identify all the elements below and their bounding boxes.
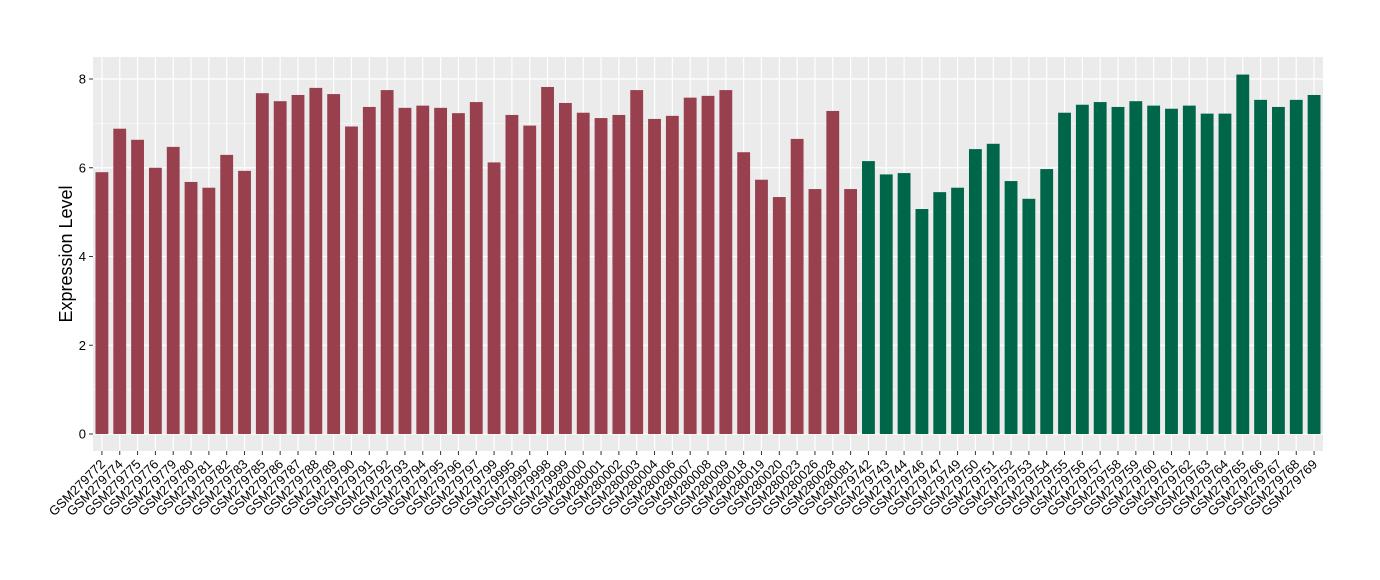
bar-gsm279785 [255, 93, 269, 434]
bar-gsm279780 [184, 181, 198, 434]
bar-gsm279774 [113, 128, 127, 434]
bar-gsm280006 [665, 115, 679, 435]
bar-gsm279752 [1004, 181, 1018, 434]
bar-gsm279791 [362, 106, 376, 435]
bar-gsm279782 [220, 154, 234, 434]
bar-gsm279755 [1058, 112, 1071, 434]
bar-gsm280018 [737, 152, 751, 434]
bar-gsm279792 [380, 90, 394, 434]
bar-gsm280020 [772, 197, 786, 434]
bar-gsm279772 [95, 172, 109, 434]
bar-gsm279754 [1040, 169, 1054, 435]
bars [95, 74, 1321, 435]
bar-gsm279744 [897, 173, 911, 434]
bar-gsm279750 [968, 149, 982, 435]
y-axis: 0 2 4 6 8 [79, 72, 93, 442]
bar-gsm280008 [701, 95, 715, 435]
bar-gsm279789 [327, 94, 341, 435]
bar-gsm280001 [594, 118, 608, 435]
bar-gsm279786 [273, 101, 287, 434]
bar-gsm279757 [1093, 102, 1107, 434]
bar-gsm279787 [291, 94, 305, 434]
bar-gsm279796 [452, 113, 465, 434]
bar-gsm279769 [1307, 94, 1321, 434]
bar-gsm279998 [541, 86, 554, 435]
bar-gsm279764 [1218, 113, 1232, 435]
bar-gsm279758 [1111, 106, 1125, 435]
bar-gsm279751 [986, 143, 1000, 434]
bar-gsm280019 [755, 179, 768, 434]
bar-gsm279797 [469, 102, 483, 434]
bar-gsm279762 [1182, 105, 1196, 434]
bar-gsm279747 [933, 192, 947, 434]
bar-gsm279766 [1254, 99, 1268, 434]
bar-gsm279756 [1075, 104, 1089, 435]
bar-gsm280002 [612, 114, 626, 434]
bar-gsm280009 [719, 90, 733, 434]
bar-gsm279767 [1272, 106, 1285, 435]
bar-gsm280004 [648, 118, 661, 434]
bar-gsm280081 [844, 189, 858, 434]
x-axis: GSM279772GSM279774GSM279775GSM279776GSM2… [46, 451, 1320, 519]
bar-gsm279743 [879, 174, 893, 434]
bar-gsm279749 [951, 187, 964, 434]
bar-gsm279768 [1289, 99, 1303, 434]
bar-gsm280003 [630, 90, 644, 434]
bar-gsm280000 [576, 112, 590, 434]
bar-gsm279742 [862, 161, 875, 434]
bar-gsm279794 [416, 105, 430, 434]
bar-gsm279761 [1165, 108, 1178, 434]
y-tick-label: 2 [79, 338, 86, 353]
bar-gsm279775 [131, 139, 144, 434]
bar-gsm279765 [1236, 74, 1250, 434]
bar-gsm280023 [790, 138, 804, 434]
bar-gsm280026 [808, 189, 822, 434]
bar-gsm279795 [434, 107, 448, 434]
bar-gsm279788 [309, 87, 323, 434]
bar-gsm279763 [1200, 113, 1214, 435]
bar-gsm279760 [1147, 105, 1161, 434]
bar-gsm279759 [1129, 101, 1143, 434]
bar-gsm279999 [558, 102, 572, 435]
bar-gsm279781 [202, 187, 216, 434]
bar-gsm279783 [238, 170, 251, 434]
bar-gsm280007 [683, 97, 697, 434]
y-tick-label: 8 [79, 72, 86, 87]
bar-gsm279790 [345, 126, 358, 434]
bar-gsm279776 [148, 167, 162, 434]
y-axis-title: Expression Level [56, 185, 76, 322]
bar-gsm279779 [166, 146, 180, 435]
y-tick-label: 4 [79, 249, 86, 264]
bar-gsm279799 [487, 162, 501, 435]
bar-gsm279753 [1022, 198, 1036, 434]
y-tick-label: 6 [79, 160, 86, 175]
bar-gsm279793 [398, 107, 412, 434]
bar-gsm279995 [505, 114, 519, 434]
bar-gsm279997 [523, 125, 537, 434]
bar-gsm279746 [915, 209, 929, 434]
bar-gsm280028 [826, 110, 840, 434]
y-tick-label: 0 [79, 427, 86, 442]
